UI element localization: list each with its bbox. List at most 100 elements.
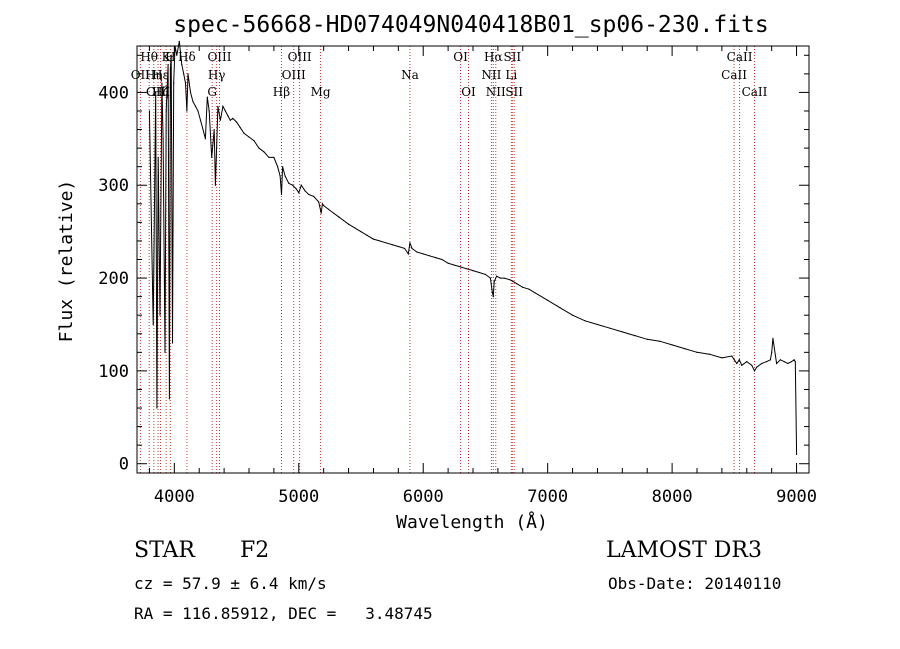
spectrum-point — [248, 136, 250, 138]
redshift-cz: cz = 57.9 ± 6.4 km/s — [134, 574, 327, 593]
spectrum-point — [192, 101, 194, 103]
spectral-line-label: OIII — [282, 68, 306, 82]
spectrum-point — [202, 128, 204, 131]
spectrum-point — [342, 219, 345, 222]
spectral-line-label: OI — [461, 85, 476, 99]
x-tick-label: 6000 — [403, 487, 444, 507]
spectrum-point — [793, 359, 795, 361]
spectrum-point — [478, 271, 480, 274]
spectrum-point — [284, 175, 286, 177]
spectrum-point — [328, 208, 330, 210]
spectrum-point — [354, 227, 356, 229]
spectral-line-label: G — [207, 85, 217, 99]
spectrum-point — [659, 340, 661, 342]
y-tick-label: 200 — [98, 269, 129, 289]
spectral-line-markers — [139, 46, 755, 473]
y-tick-label: 0 — [119, 455, 129, 475]
spectrum-point — [217, 105, 219, 107]
spectral-line-label: Hε — [152, 68, 169, 82]
spectrum-point — [751, 364, 753, 366]
spectrum-point — [397, 245, 399, 248]
spectrum-point — [291, 184, 294, 186]
spectrum-point — [214, 184, 216, 186]
spectrum-point — [156, 407, 158, 409]
spectrum-point — [731, 355, 733, 357]
ra-dec: RA = 116.85912, DEC = 3.48745 — [134, 604, 433, 623]
spectrum-point — [165, 110, 167, 112]
spectral-line-label: NII — [481, 68, 501, 82]
spectrum-point — [453, 264, 455, 266]
spectrum-point — [787, 362, 789, 365]
spectrum-point — [222, 105, 224, 107]
spectrum-point — [559, 307, 561, 309]
spectrum-point — [403, 247, 406, 249]
spectrum-point — [499, 277, 501, 279]
spectral-subclass: F2 — [240, 538, 270, 563]
spectrum-point — [164, 351, 166, 353]
spectrum-point — [766, 361, 768, 363]
spectrum-point — [547, 299, 549, 301]
spectral-line-label: SII — [503, 50, 521, 64]
spectrum-point — [466, 268, 468, 270]
spectrum-point — [347, 223, 350, 225]
spectrum-point — [199, 119, 202, 121]
spectrum-point — [273, 156, 275, 158]
spectral-line-label: CaII — [742, 85, 768, 99]
spectrum-point — [736, 362, 738, 365]
x-tick-label: 8000 — [652, 487, 693, 507]
spectrum-point — [409, 242, 411, 244]
spectrum-point — [171, 342, 174, 344]
spectrum-point — [459, 266, 462, 268]
spectrum-point — [167, 63, 169, 66]
spectrum-point — [493, 281, 495, 283]
spectrum-point — [288, 182, 290, 184]
spectrum-point — [708, 353, 711, 355]
spectrum-point — [258, 147, 260, 149]
y-tick-label: 300 — [98, 176, 129, 196]
spectrum-point — [313, 195, 315, 197]
spectrum-point — [298, 192, 300, 194]
spectrum-point — [496, 275, 498, 277]
spectrum-point — [211, 156, 213, 158]
spectrum-point — [162, 138, 164, 140]
spectrum-point — [528, 288, 530, 290]
chart-title: spec-56668-HD074049N040418B01_sp06-230.f… — [173, 12, 768, 38]
x-tick-label: 5000 — [278, 487, 319, 507]
spectrum-point — [489, 277, 492, 279]
spectrum-point — [169, 68, 171, 70]
spectrum-point — [634, 335, 636, 337]
spectrum-point — [391, 244, 393, 246]
spectrum-point — [447, 262, 449, 264]
spectrum-point — [794, 361, 796, 363]
spectral-line-label: OIII — [288, 50, 312, 64]
spectrum-point — [372, 238, 375, 240]
spectrum-point — [738, 359, 740, 361]
spectrum-point — [515, 283, 518, 285]
spectrum-point — [304, 190, 306, 192]
spectrum-point — [168, 398, 170, 400]
spectrum-point — [753, 370, 756, 372]
obs-date: Obs-Date: 20140110 — [608, 574, 782, 593]
spectrum-point — [235, 121, 238, 123]
spectrum-point — [790, 361, 793, 363]
spectrum-point — [308, 193, 310, 196]
spectrum-point — [416, 251, 418, 253]
spectral-line-label: SII — [505, 85, 523, 99]
spectral-line-label: OIII — [146, 85, 170, 99]
y-axis-label: Flux (relative) — [56, 180, 77, 343]
spectrum-point — [189, 91, 192, 94]
spectrum-point — [571, 314, 574, 316]
y-tick-label: 100 — [98, 362, 129, 382]
spectrum-point — [183, 73, 185, 75]
spectrum-point — [148, 110, 151, 112]
spectrum-point — [227, 115, 229, 117]
spectrum-point — [229, 119, 231, 121]
spectrum-point — [435, 257, 437, 259]
spectrum-point — [219, 119, 221, 121]
spectrum-point — [173, 82, 175, 84]
spectrum-point — [472, 270, 474, 272]
spectral-line-label: Mg — [311, 85, 331, 99]
spectral-line-label: Hα — [484, 50, 503, 64]
spectral-line-label: OII — [131, 68, 151, 82]
